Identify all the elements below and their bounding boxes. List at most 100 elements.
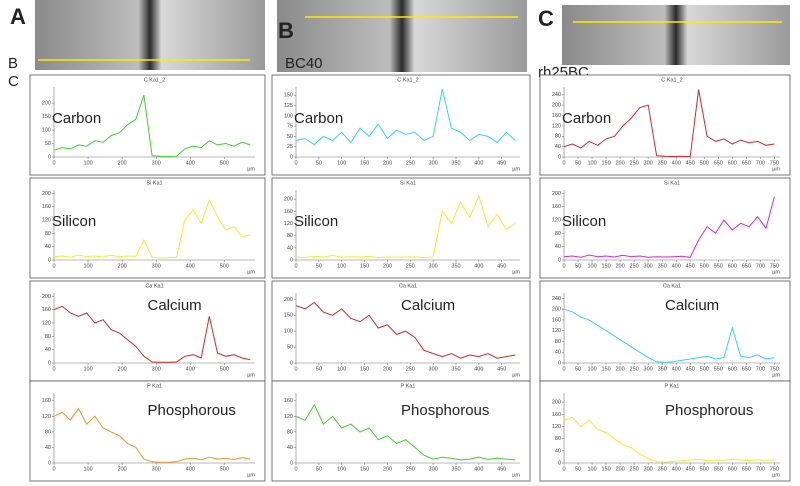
y-tick-label: 160 xyxy=(284,398,293,404)
x-tick-label: 0 xyxy=(562,466,565,472)
x-tick-label: 350 xyxy=(451,466,460,472)
x-axis-label: µm xyxy=(512,166,520,172)
y-tick-label: 160 xyxy=(552,204,561,210)
x-tick-label: 750 xyxy=(770,263,779,269)
x-tick-label: 350 xyxy=(658,366,667,372)
x-tick-label: 450 xyxy=(497,466,506,472)
x-tick-label: 350 xyxy=(451,160,460,166)
x-tick-label: 50 xyxy=(575,160,581,166)
annotation: Calcium xyxy=(665,297,719,314)
y-tick-label: 80 xyxy=(555,231,561,237)
x-axis-label: µm xyxy=(247,269,255,275)
x-axis-label: µm xyxy=(772,166,780,172)
annotation: Carbon xyxy=(562,110,611,127)
y-tick-label: 0 xyxy=(558,154,561,160)
data-line xyxy=(295,403,516,461)
y-tick-label: 25 xyxy=(287,144,293,150)
y-tick-label: 200 xyxy=(284,297,293,303)
y-tick-label: 0 xyxy=(48,257,51,263)
x-axis-label: µm xyxy=(247,166,255,172)
annotation: Phosphorous xyxy=(148,402,236,419)
y-tick-label: 120 xyxy=(42,320,51,326)
data-line xyxy=(563,89,775,158)
x-tick-label: 200 xyxy=(616,466,625,472)
x-tick-label: 0 xyxy=(562,263,565,269)
chart-title: C Ka1_2 xyxy=(661,77,682,83)
x-tick-label: 0 xyxy=(52,160,55,166)
data-line xyxy=(563,308,775,363)
chart-title: Ca Ka1 xyxy=(663,283,681,289)
chart-frame xyxy=(271,280,531,382)
y-tick-label: 150 xyxy=(284,313,293,319)
x-tick-label: 750 xyxy=(770,466,779,472)
x-tick-label: 550 xyxy=(714,466,723,472)
x-tick-label: 300 xyxy=(429,160,438,166)
x-tick-label: 200 xyxy=(118,263,127,269)
row-label: B xyxy=(8,55,18,72)
annotation: Calcium xyxy=(148,297,202,314)
chart-title: P Ka1 xyxy=(665,383,680,389)
x-tick-label: 150 xyxy=(360,366,369,372)
x-tick-label: 300 xyxy=(429,466,438,472)
x-tick-label: 200 xyxy=(616,160,625,166)
x-tick-label: 150 xyxy=(601,160,610,166)
x-tick-label: 400 xyxy=(186,366,195,372)
x-tick-label: 0 xyxy=(294,263,297,269)
chart-frame xyxy=(539,380,791,482)
x-tick-label: 150 xyxy=(601,263,610,269)
x-tick-label: 350 xyxy=(658,160,667,166)
y-tick-label: 40 xyxy=(45,445,51,451)
y-tick-label: 120 xyxy=(284,414,293,420)
y-tick-label: 150 xyxy=(284,93,293,99)
x-tick-label: 100 xyxy=(337,160,346,166)
x-tick-label: 600 xyxy=(728,466,737,472)
annotation: Calcium xyxy=(401,297,455,314)
x-tick-label: 200 xyxy=(118,466,127,472)
x-tick-label: 650 xyxy=(742,160,751,166)
sem-image xyxy=(277,0,527,72)
y-tick-label: 200 xyxy=(284,197,293,203)
x-tick-label: 550 xyxy=(714,366,723,372)
x-tick-label: 150 xyxy=(360,466,369,472)
chart-frame xyxy=(271,74,531,176)
annotation: Silicon xyxy=(52,213,96,230)
x-tick-label: 650 xyxy=(742,263,751,269)
x-tick-label: 400 xyxy=(672,160,681,166)
x-tick-label: 250 xyxy=(630,263,639,269)
y-tick-label: 80 xyxy=(45,231,51,237)
y-tick-label: 0 xyxy=(290,154,293,160)
chart-frame xyxy=(29,177,266,279)
y-tick-label: 80 xyxy=(287,233,293,239)
x-tick-label: 250 xyxy=(630,160,639,166)
x-tick-label: 350 xyxy=(451,366,460,372)
x-tick-label: 650 xyxy=(742,466,751,472)
annotation: Carbon xyxy=(294,110,343,127)
x-tick-label: 750 xyxy=(770,160,779,166)
y-tick-label: 80 xyxy=(555,436,561,442)
x-tick-label: 0 xyxy=(294,160,297,166)
x-tick-label: 150 xyxy=(601,466,610,472)
annotation: Phosphorous xyxy=(401,402,489,419)
y-tick-label: 120 xyxy=(42,217,51,223)
x-tick-label: 0 xyxy=(52,466,55,472)
x-tick-label: 0 xyxy=(562,160,565,166)
x-tick-label: 100 xyxy=(83,263,92,269)
y-tick-label: 100 xyxy=(42,128,51,134)
y-tick-label: 160 xyxy=(42,204,51,210)
x-tick-label: 500 xyxy=(220,466,229,472)
sem-image xyxy=(562,5,790,65)
y-tick-label: 120 xyxy=(284,221,293,227)
x-tick-label: 400 xyxy=(186,466,195,472)
y-tick-label: 160 xyxy=(552,317,561,323)
y-tick-label: 200 xyxy=(552,191,561,197)
data-line xyxy=(563,196,775,258)
y-tick-label: 40 xyxy=(555,144,561,150)
x-tick-label: 200 xyxy=(616,263,625,269)
x-tick-label: 300 xyxy=(644,263,653,269)
y-tick-label: 0 xyxy=(48,154,51,160)
x-tick-label: 100 xyxy=(83,366,92,372)
x-tick-label: 700 xyxy=(756,160,765,166)
chart-frame xyxy=(271,177,531,279)
x-tick-label: 700 xyxy=(756,263,765,269)
